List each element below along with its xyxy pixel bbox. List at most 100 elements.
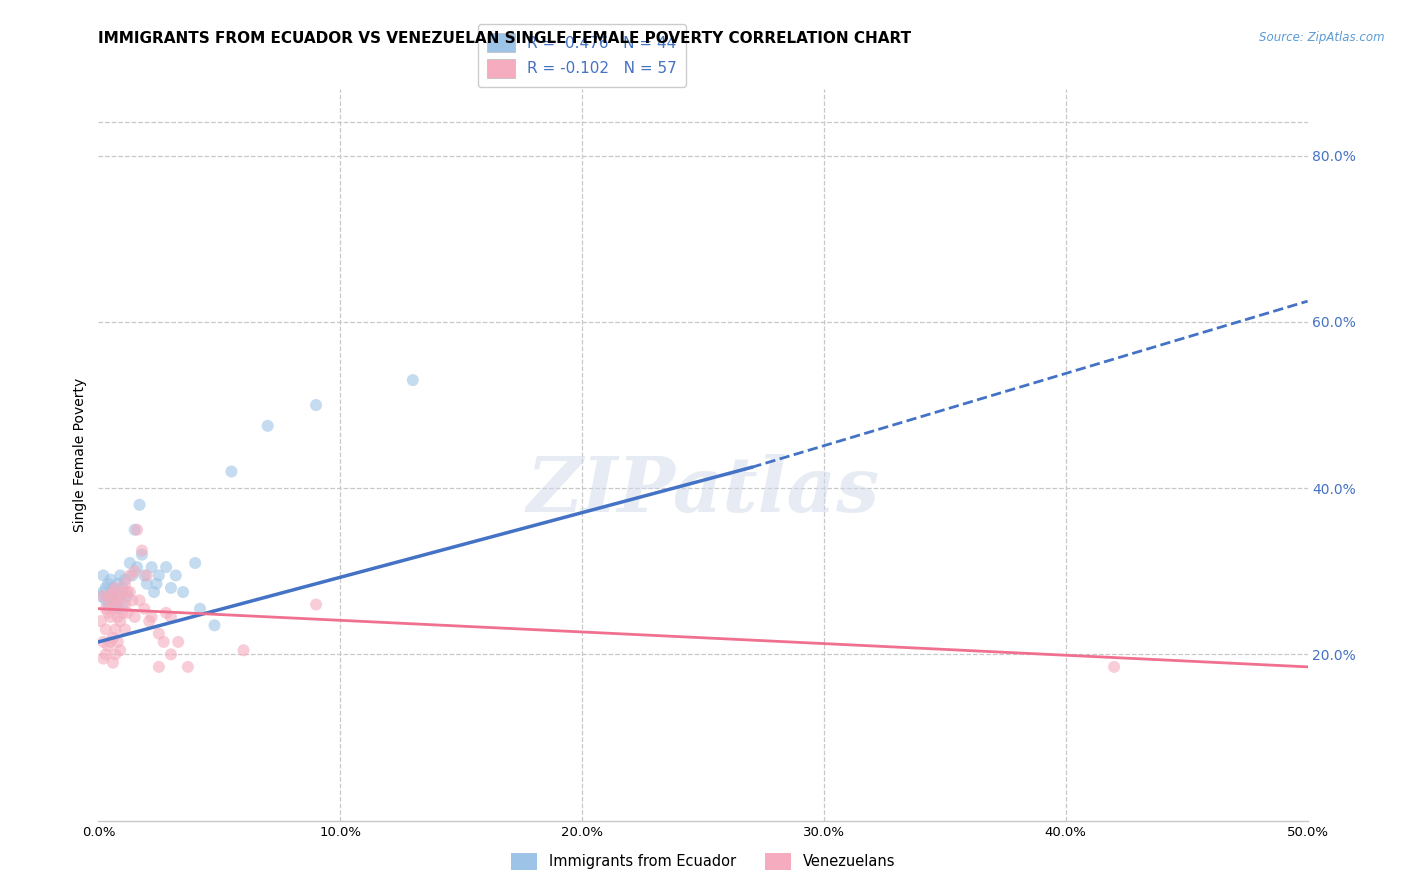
Point: [100, 635, 122, 649]
Point: [145, 576, 167, 591]
Point: [204, 618, 226, 632]
Text: Source: ZipAtlas.com: Source: ZipAtlas.com: [1260, 31, 1385, 45]
Point: [118, 556, 141, 570]
Point: [221, 465, 243, 479]
Point: [117, 589, 139, 603]
Point: [148, 568, 170, 582]
Point: [91, 589, 114, 603]
Point: [107, 610, 129, 624]
Point: [124, 523, 146, 537]
Point: [104, 623, 127, 637]
Point: [121, 593, 143, 607]
Point: [108, 593, 131, 607]
Point: [94, 601, 117, 615]
Point: [127, 523, 149, 537]
Point: [114, 576, 136, 591]
Point: [100, 593, 122, 607]
Point: [97, 639, 120, 653]
Point: [94, 581, 117, 595]
Point: [91, 651, 114, 665]
Point: [100, 589, 122, 603]
Point: [107, 601, 129, 615]
Point: [111, 606, 134, 620]
Point: [94, 593, 117, 607]
Point: [124, 564, 146, 578]
Point: [134, 601, 156, 615]
Point: [124, 610, 146, 624]
Point: [131, 543, 153, 558]
Point: [305, 598, 328, 612]
Legend: R =  0.476   N = 44, R = -0.102   N = 57: R = 0.476 N = 44, R = -0.102 N = 57: [478, 24, 686, 87]
Point: [111, 585, 134, 599]
Point: [135, 568, 157, 582]
Point: [118, 585, 141, 599]
Point: [111, 598, 134, 612]
Legend: Immigrants from Ecuador, Venezuelans: Immigrants from Ecuador, Venezuelans: [505, 847, 901, 876]
Point: [232, 643, 254, 657]
Point: [172, 585, 194, 599]
Point: [177, 660, 200, 674]
Point: [121, 568, 143, 582]
Point: [155, 560, 177, 574]
Point: [155, 606, 177, 620]
Point: [101, 631, 124, 645]
Point: [117, 585, 139, 599]
Point: [402, 373, 425, 387]
Point: [90, 589, 112, 603]
Point: [114, 573, 136, 587]
Point: [94, 623, 117, 637]
Point: [108, 614, 131, 628]
Point: [141, 610, 163, 624]
Point: [138, 614, 160, 628]
Point: [97, 576, 120, 591]
Point: [167, 635, 190, 649]
Y-axis label: Single Female Poverty: Single Female Poverty: [73, 378, 87, 532]
Point: [118, 568, 141, 582]
Point: [107, 589, 129, 603]
Point: [160, 648, 183, 662]
Point: [117, 606, 139, 620]
Point: [148, 660, 170, 674]
Point: [91, 568, 114, 582]
Point: [97, 606, 120, 620]
Point: [97, 598, 120, 612]
Point: [101, 593, 124, 607]
Point: [108, 568, 131, 582]
Text: ZIPatlas: ZIPatlas: [526, 455, 880, 528]
Point: [100, 610, 122, 624]
Point: [104, 581, 127, 595]
Point: [128, 593, 150, 607]
Point: [165, 568, 187, 582]
Point: [104, 598, 127, 612]
Point: [108, 643, 131, 657]
Point: [100, 573, 122, 587]
Point: [148, 626, 170, 640]
Point: [104, 585, 127, 599]
Point: [108, 589, 131, 603]
Point: [143, 585, 166, 599]
Point: [134, 568, 156, 582]
Point: [97, 589, 120, 603]
Point: [114, 598, 136, 612]
Point: [256, 418, 278, 433]
Point: [160, 581, 183, 595]
Point: [141, 560, 163, 574]
Point: [90, 614, 112, 628]
Point: [152, 635, 174, 649]
Point: [135, 576, 157, 591]
Point: [128, 498, 150, 512]
Text: IMMIGRANTS FROM ECUADOR VS VENEZUELAN SINGLE FEMALE POVERTY CORRELATION CHART: IMMIGRANTS FROM ECUADOR VS VENEZUELAN SI…: [98, 31, 911, 46]
Point: [104, 598, 127, 612]
Point: [131, 548, 153, 562]
Point: [107, 635, 129, 649]
Point: [101, 581, 124, 595]
Point: [107, 576, 129, 591]
Point: [305, 398, 328, 412]
Point: [94, 648, 117, 662]
Point: [111, 581, 134, 595]
Point: [101, 585, 124, 599]
Point: [188, 601, 211, 615]
Point: [127, 560, 149, 574]
Point: [160, 610, 183, 624]
Point: [91, 585, 114, 599]
